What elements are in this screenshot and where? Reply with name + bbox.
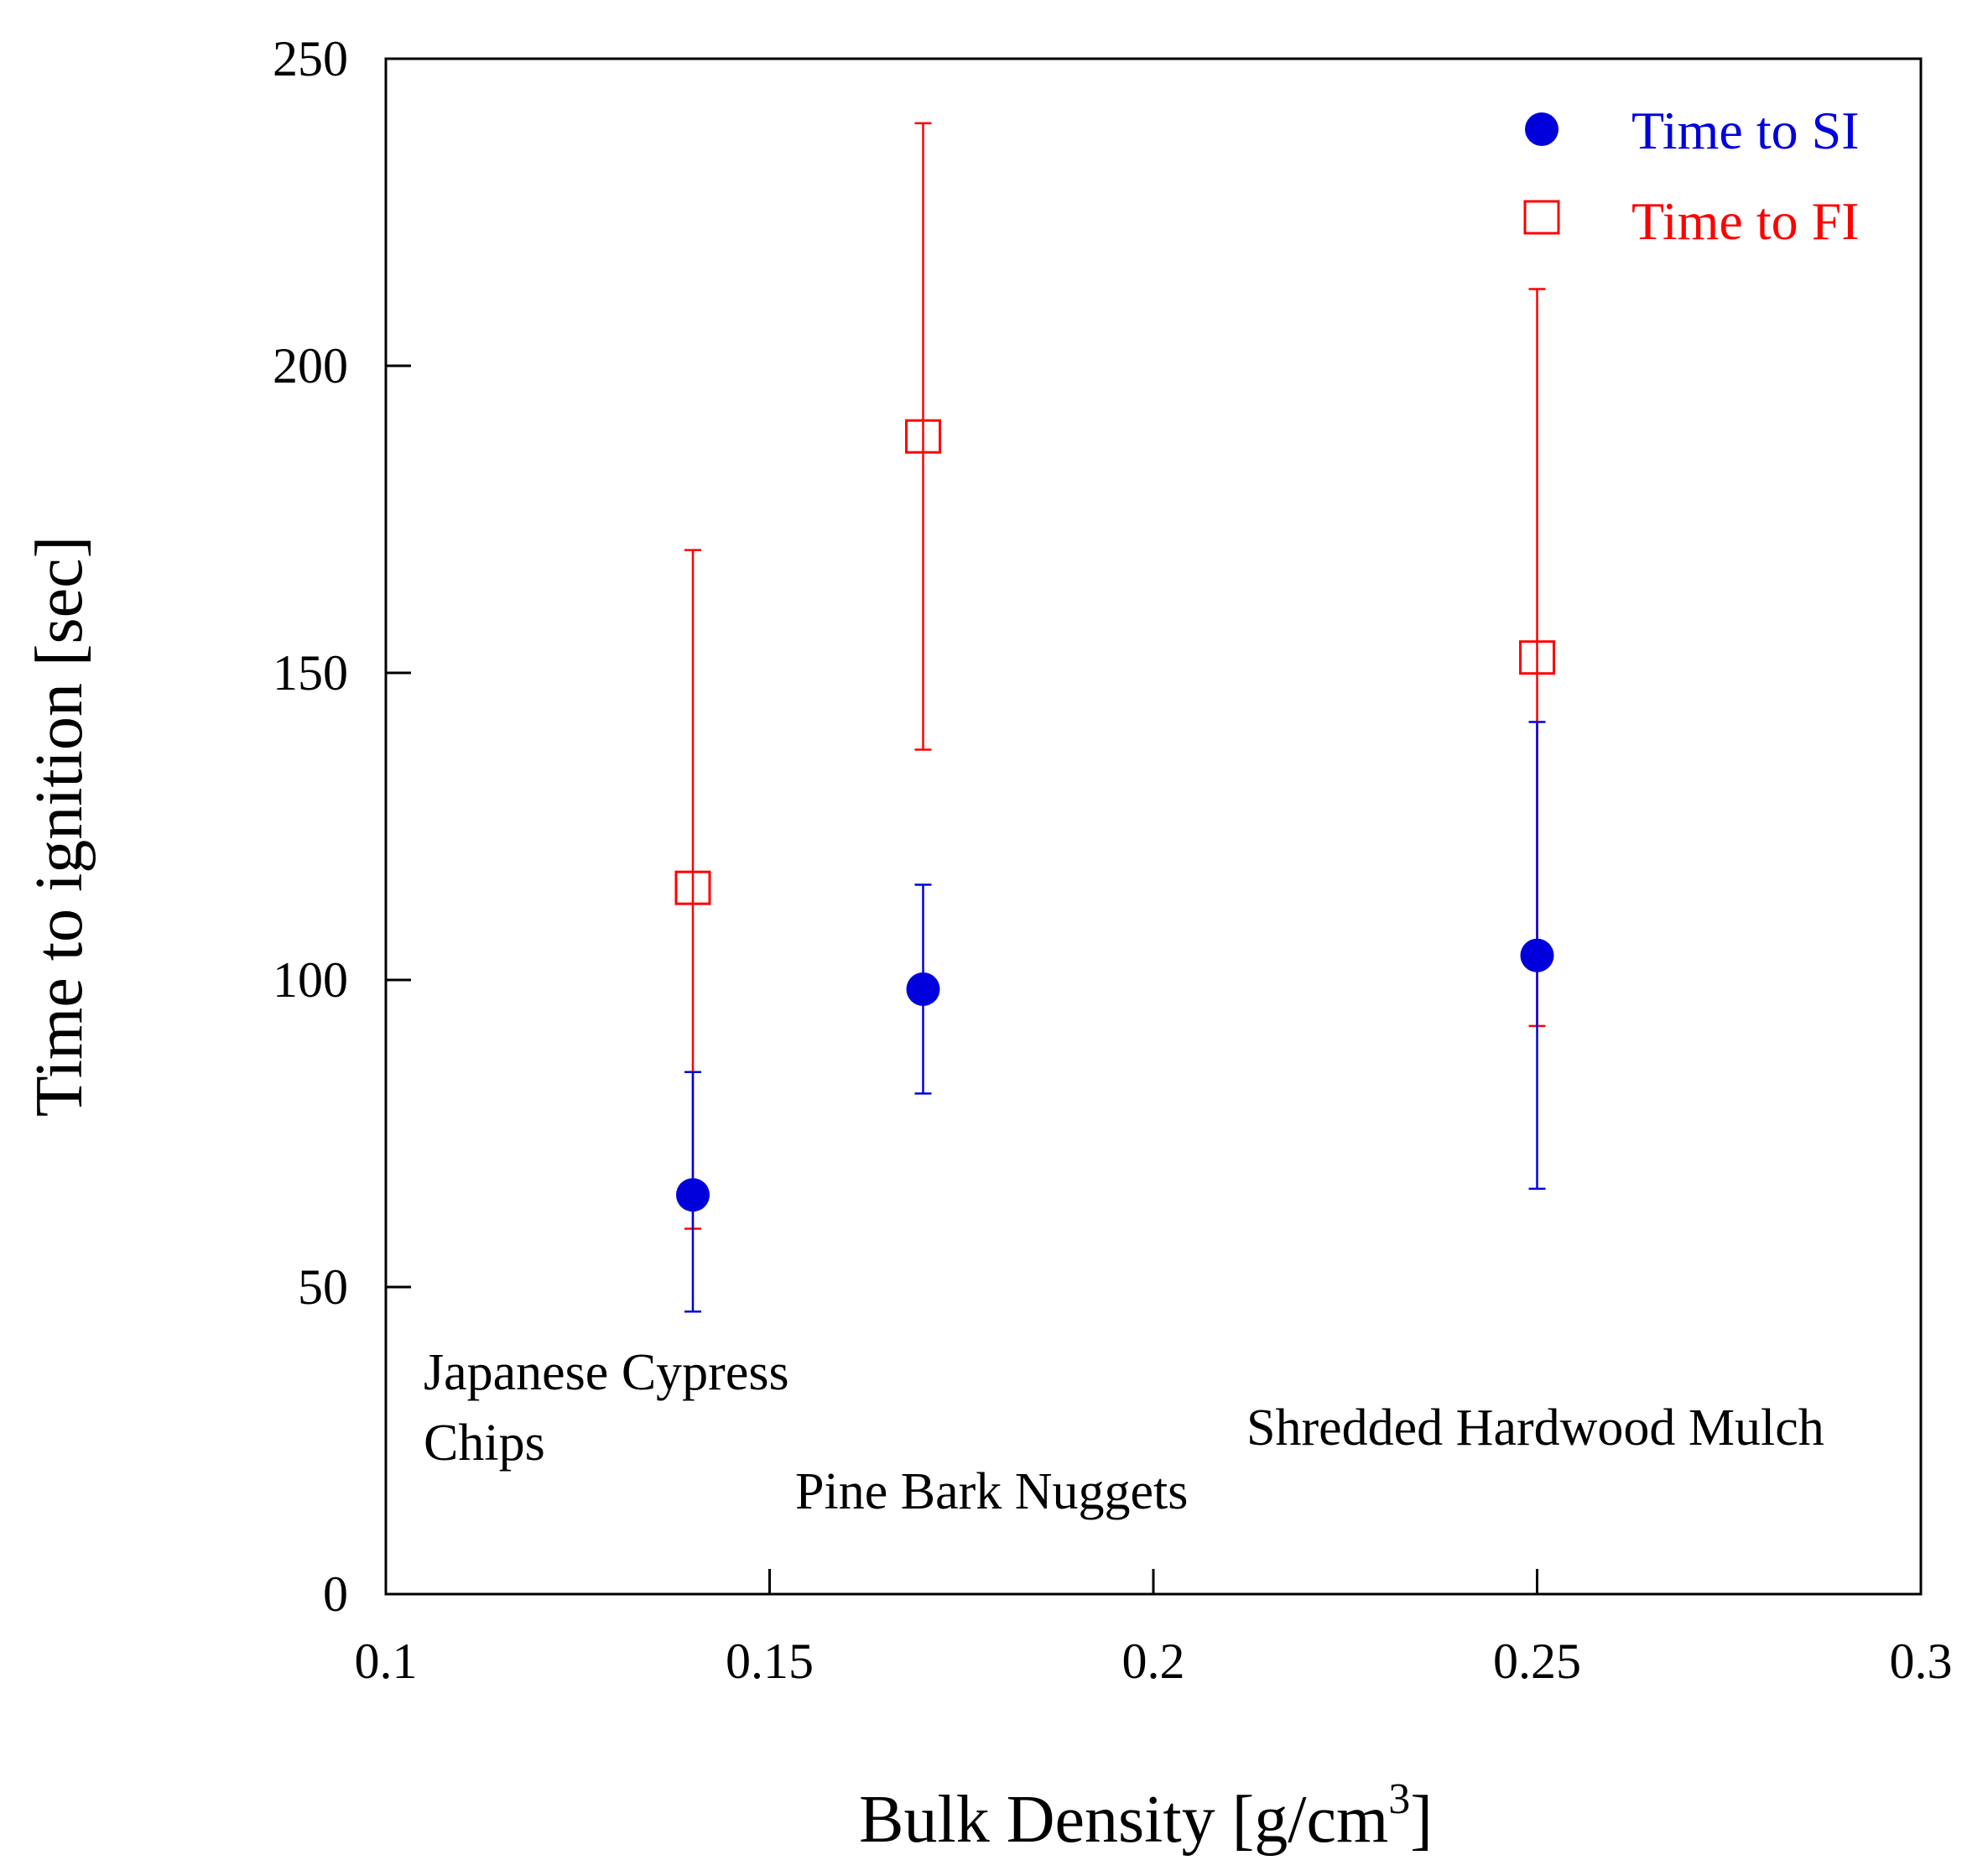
legend-si-label: Time to SI bbox=[1631, 101, 1860, 160]
annotation-pine-bark-nuggets: Pine Bark Nuggets bbox=[795, 1463, 1188, 1520]
x-tick-label: 0.1 bbox=[355, 1634, 418, 1689]
si-data-point bbox=[1520, 938, 1554, 972]
x-tick-label: 0.2 bbox=[1122, 1634, 1185, 1689]
fi-data-point bbox=[674, 870, 711, 905]
series-layer bbox=[674, 122, 1555, 1313]
x-axis: 0.1 0.15 0.2 0.25 0.3 bbox=[355, 1569, 1953, 1689]
legend-fi-label: Time to FI bbox=[1631, 191, 1860, 251]
si-data-point bbox=[676, 1178, 710, 1212]
y-axis: 0 50 100 150 200 250 bbox=[273, 31, 411, 1622]
y-tick-label: 0 bbox=[323, 1566, 348, 1622]
legend: Time to SI Time to FI bbox=[1523, 101, 1860, 251]
annotation-shredded-hardwood-mulch: Shredded Hardwood Mulch bbox=[1246, 1399, 1824, 1457]
x-tick-label: 0.25 bbox=[1493, 1634, 1581, 1689]
fi-data-point bbox=[905, 419, 941, 454]
y-tick-label: 100 bbox=[273, 952, 348, 1008]
y-axis-title: Time to ignition [sec] bbox=[23, 536, 96, 1118]
si-data-point bbox=[906, 972, 940, 1006]
x-tick-label: 0.15 bbox=[726, 1634, 814, 1689]
x-tick-label: 0.3 bbox=[1890, 1634, 1953, 1689]
legend-fi-marker bbox=[1523, 200, 1560, 235]
fi-data-point bbox=[1519, 640, 1555, 675]
y-tick-label: 250 bbox=[273, 31, 348, 86]
annotation-japanese-cypress-line1: Japanese Cypress bbox=[424, 1344, 789, 1401]
y-tick-label: 50 bbox=[298, 1259, 348, 1315]
x-axis-title: Bulk Density [g/cm3] bbox=[859, 1775, 1433, 1857]
y-tick-label: 150 bbox=[273, 645, 348, 701]
fi-error-bar bbox=[914, 122, 932, 751]
annotation-japanese-cypress-line2: Chips bbox=[424, 1415, 545, 1472]
legend-si-marker bbox=[1525, 112, 1559, 146]
y-tick-label: 200 bbox=[273, 338, 348, 393]
